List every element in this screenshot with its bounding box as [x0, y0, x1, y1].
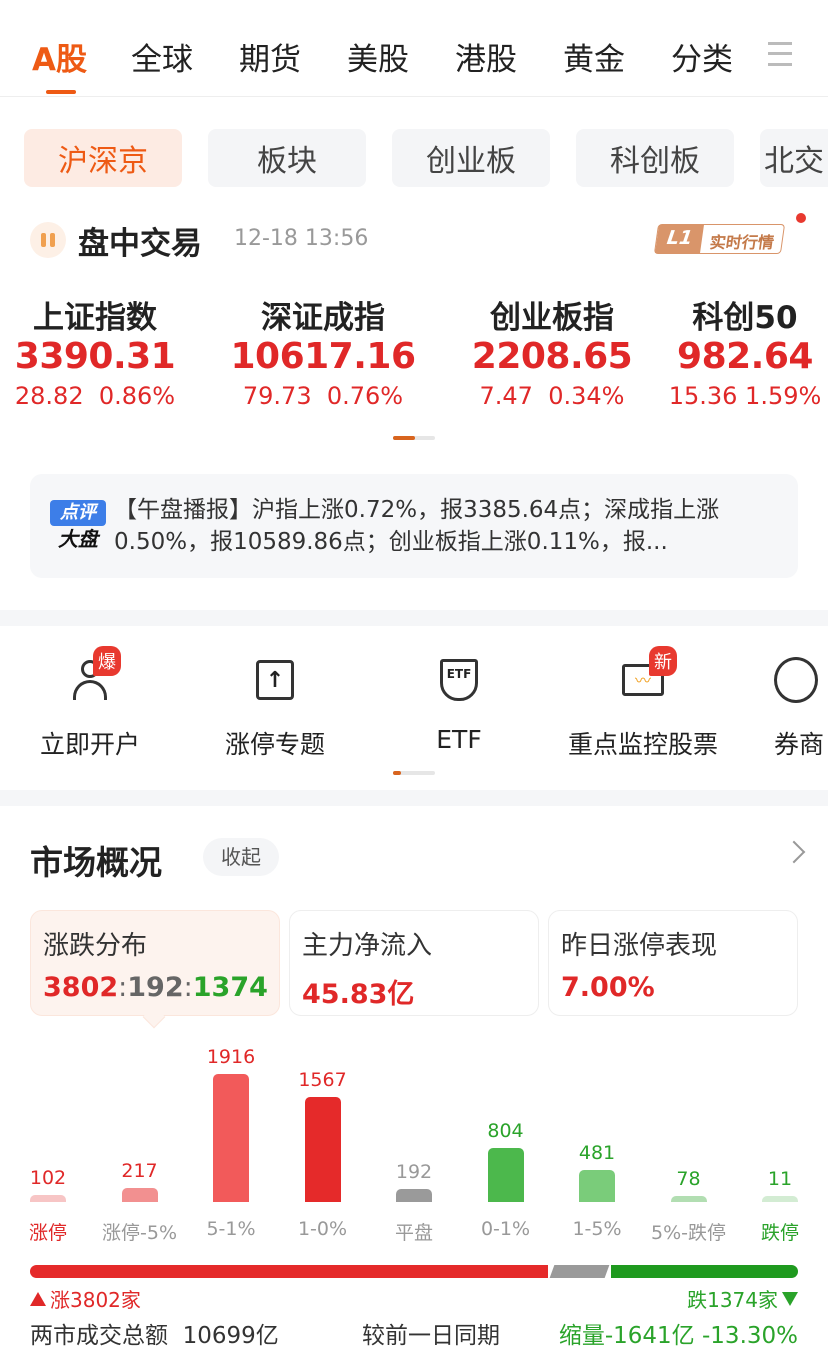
- tab-us-stocks[interactable]: 美股: [347, 42, 409, 78]
- news-box[interactable]: 点评 大盘 【午盘播报】沪指上涨0.72%，报3385.64点；深成指上涨0.5…: [30, 474, 798, 578]
- shortcut-label: 涨停专题: [224, 730, 325, 759]
- bar: [487, 1148, 524, 1202]
- category-label: 5%-跌停: [651, 1222, 726, 1244]
- breadth-bar: [30, 1265, 798, 1278]
- down-count: 跌1374家: [687, 1284, 798, 1313]
- subtab-chinext[interactable]: 创业板: [392, 129, 550, 187]
- hot-badge: 爆: [93, 646, 121, 676]
- subtab-star[interactable]: 科创板: [576, 129, 734, 187]
- bar: [121, 1187, 158, 1202]
- chevron-right-icon[interactable]: [782, 840, 806, 864]
- shortcut-label: 券商: [774, 730, 825, 759]
- bar-value-label: 102: [29, 1167, 67, 1190]
- arrow-up-icon: [30, 1291, 46, 1306]
- tab-categories[interactable]: 分类: [671, 42, 733, 78]
- category-label: 1-0%: [297, 1218, 348, 1240]
- shortcut-open-account[interactable]: 爆 立即开户: [0, 646, 180, 761]
- shortcut-label: 重点监控股票: [567, 730, 718, 759]
- subtab-sectors[interactable]: 板块: [208, 129, 366, 187]
- bar: [30, 1195, 66, 1202]
- top-tabs: A股 全球 期货 美股 港股 黄金 分类: [0, 0, 828, 97]
- turnover: 两市成交总额 10699亿: [30, 1323, 279, 1349]
- tab-global[interactable]: 全球: [131, 42, 193, 78]
- category-label: 跌停: [760, 1222, 799, 1244]
- bar: [213, 1074, 249, 1202]
- market-title: 市场概况: [30, 843, 162, 882]
- bar-value-label: 1567: [298, 1069, 347, 1092]
- monitor-icon: 〰: [622, 664, 664, 696]
- bar-value-label: 192: [395, 1161, 433, 1184]
- compare-label: 较前一日同期: [362, 1323, 500, 1349]
- category-label: 涨停-5%: [102, 1222, 177, 1244]
- broker-icon: [774, 657, 818, 703]
- index-card[interactable]: 上证指数 3390.31 28.82 0.86%: [14, 300, 176, 410]
- section-divider: [0, 610, 828, 626]
- bar: [304, 1097, 341, 1202]
- bar: [670, 1196, 707, 1202]
- tab-gold[interactable]: 黄金: [563, 42, 625, 78]
- shortcut-label: 立即开户: [39, 730, 140, 759]
- section-divider: [0, 790, 828, 806]
- bar: [762, 1196, 798, 1202]
- bar-value-label: 217: [121, 1159, 158, 1182]
- up-count: 涨3802家: [30, 1284, 141, 1313]
- bar: [396, 1189, 432, 1202]
- shortcut-etf[interactable]: ETF ETF: [369, 650, 549, 754]
- index-card[interactable]: 科创50 982.64 15.36 1.59%: [668, 300, 822, 410]
- limit-up-icon: ↑: [256, 660, 294, 700]
- subtab-bse[interactable]: 北交: [760, 129, 828, 187]
- shortcut-monitor[interactable]: 〰新 重点监控股票: [553, 646, 733, 761]
- tab-futures[interactable]: 期货: [239, 42, 301, 78]
- bar-value-label: 11: [767, 1168, 793, 1190]
- realtime-label: 实时行情: [708, 233, 776, 252]
- bar-value-label: 1916: [206, 1046, 256, 1068]
- category-label: 1-5%: [572, 1218, 622, 1240]
- bar-value-label: 481: [578, 1141, 616, 1164]
- distribution-chart: 102 涨停 217 涨停-5% 1916 5-1% 1567 1-0% 192 平盘 804 0-1…: [0, 1030, 828, 1250]
- breadth-flat: [549, 1265, 610, 1278]
- breadth-down: [610, 1265, 798, 1278]
- shortcut-pager: [393, 771, 435, 775]
- index-card[interactable]: 深证成指 10617.16 79.73 0.76%: [230, 300, 416, 410]
- index-card[interactable]: 创业板指 2208.65 7.47 0.34%: [471, 300, 633, 410]
- tab-a-shares[interactable]: A股: [32, 42, 87, 78]
- bar-value-label: 804: [487, 1120, 524, 1143]
- bar: [579, 1169, 615, 1202]
- arrow-down-icon: [782, 1291, 798, 1306]
- notification-dot: [796, 213, 806, 223]
- compare-value: 缩量-1641亿 -13.30%: [558, 1323, 798, 1349]
- index-pager: [393, 436, 435, 440]
- collapse-button[interactable]: 收起: [203, 838, 279, 876]
- shortcut-limit-up[interactable]: ↑ 涨停专题: [185, 650, 365, 761]
- session-title: 盘中交易: [78, 226, 202, 262]
- l1-label: L1: [655, 225, 705, 253]
- active-tab-indicator: [46, 90, 76, 94]
- category-label: 涨停: [28, 1222, 67, 1244]
- market-comment-logo: 点评 大盘: [50, 500, 106, 552]
- category-label: 5-1%: [206, 1218, 256, 1240]
- realtime-badge[interactable]: L1 实时行情: [653, 224, 786, 254]
- card-main-inflow[interactable]: 主力净流入 45.83亿: [289, 910, 539, 1016]
- breadth-up: [30, 1265, 549, 1278]
- subtab-hushenjing[interactable]: 沪深京: [24, 129, 182, 187]
- bar-value-label: 78: [676, 1168, 701, 1190]
- shortcut-label: ETF: [436, 725, 482, 754]
- candlestick-icon: [30, 222, 66, 258]
- tab-hk-stocks[interactable]: 港股: [455, 42, 517, 78]
- session-time: 12-18 13:56: [234, 226, 369, 251]
- menu-icon[interactable]: [768, 42, 792, 66]
- new-badge: 新: [649, 646, 677, 676]
- news-text: 【午盘播报】沪指上涨0.72%，报3385.64点；深成指上涨0.50%，报10…: [114, 497, 720, 555]
- card-limit-up-perf[interactable]: 昨日涨停表现 7.00%: [548, 910, 798, 1016]
- category-label: 0-1%: [480, 1218, 531, 1240]
- etf-icon: ETF: [440, 659, 478, 701]
- category-label: 平盘: [394, 1222, 433, 1244]
- card-distribution[interactable]: 涨跌分布 3802:192:1374: [30, 910, 280, 1016]
- shortcut-broker[interactable]: 券商: [737, 650, 828, 761]
